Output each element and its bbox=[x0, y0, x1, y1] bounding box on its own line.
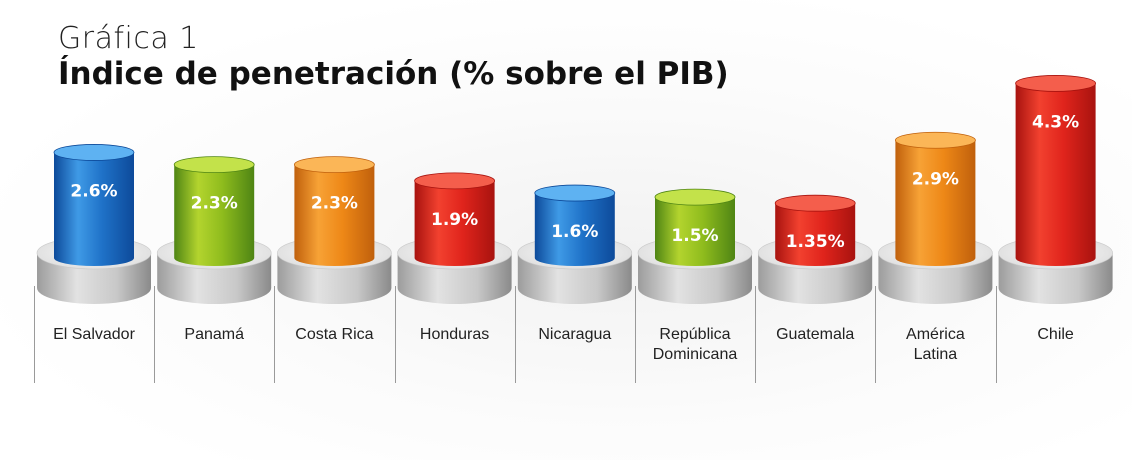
category-labels: El Salvador Panamá Costa Rica Honduras Nicar… bbox=[53, 326, 1074, 363]
bar bbox=[1015, 75, 1096, 266]
category-label: El Salvador bbox=[53, 326, 135, 343]
category-label: Costa Rica bbox=[295, 326, 373, 343]
category-label: Guatemala bbox=[776, 326, 854, 343]
category-label: República Dominicana bbox=[653, 326, 738, 363]
bar-value-label: 2.6% bbox=[70, 181, 117, 201]
bar-value-label: 1.9% bbox=[431, 210, 478, 230]
bar-value-label: 1.6% bbox=[551, 222, 598, 242]
bar bbox=[293, 156, 375, 266]
bars: 2.6% 2.3% 2.3% 1.9% 1.6% 1.5% 1.35% 2.9% 4.3% bbox=[53, 75, 1096, 266]
bar bbox=[895, 131, 976, 266]
bar-value-label: 2.3% bbox=[311, 194, 358, 214]
category-label: Nicaragua bbox=[538, 326, 611, 343]
category-dividers bbox=[34, 286, 997, 383]
chart-subtitle: Gráfica 1 bbox=[58, 21, 199, 56]
bar bbox=[414, 172, 496, 266]
chart-title: Índice de penetración (% sobre el PIB) bbox=[58, 56, 729, 92]
bar bbox=[774, 194, 856, 266]
bar-value-label: 1.35% bbox=[786, 232, 845, 252]
category-label: Panamá bbox=[184, 326, 244, 343]
bar bbox=[173, 156, 255, 266]
bar bbox=[53, 144, 135, 266]
title-block: Gráfica 1 Índice de penetración (% sobre… bbox=[58, 22, 729, 94]
bar-value-label: 2.9% bbox=[912, 169, 959, 189]
bar bbox=[654, 188, 736, 266]
bar bbox=[534, 184, 616, 266]
category-label: Honduras bbox=[420, 326, 489, 343]
category-label: América Latina bbox=[906, 326, 965, 363]
category-label: Chile bbox=[1037, 326, 1074, 343]
bar-value-label: 1.5% bbox=[671, 226, 718, 246]
bar-value-label: 4.3% bbox=[1032, 112, 1079, 132]
bar-value-label: 2.3% bbox=[191, 194, 238, 214]
